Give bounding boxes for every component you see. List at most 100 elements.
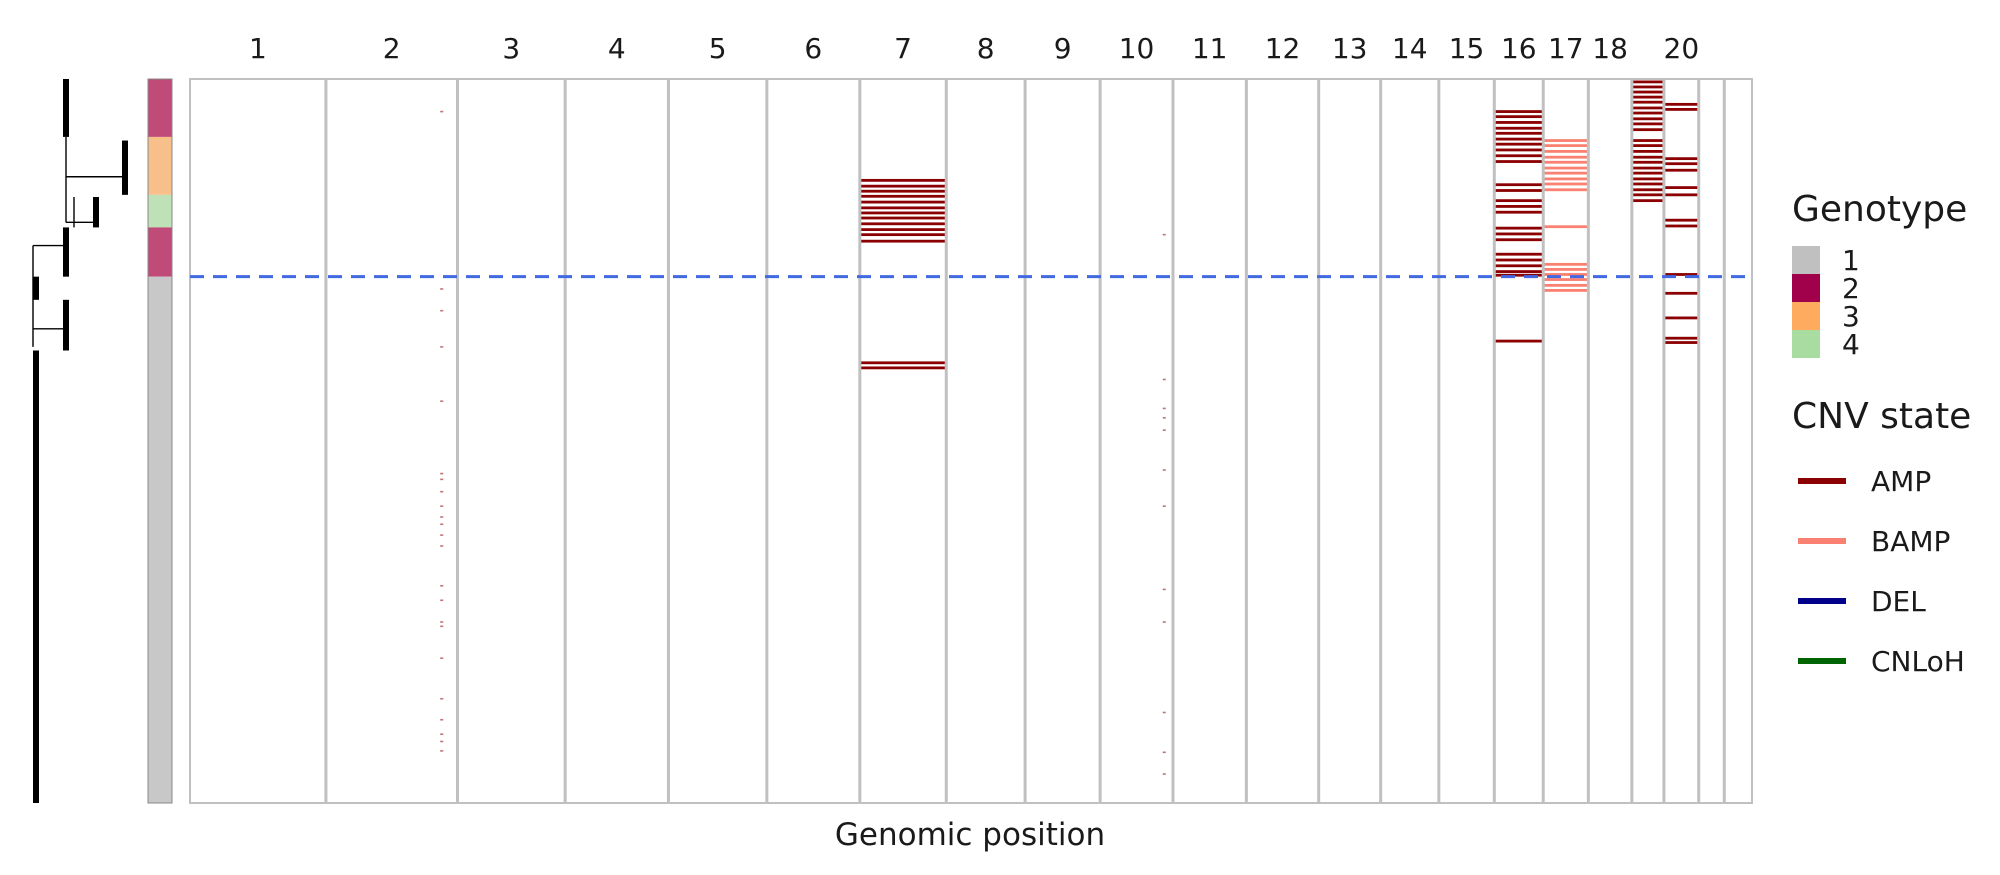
cnv-segment-chr10-amp <box>1162 773 1166 775</box>
cnv-segment-chr19-amp <box>1632 188 1663 192</box>
cnv-segment-chr2-amp <box>440 400 444 402</box>
cnv-segment-chr2-amp <box>440 288 444 290</box>
cnv-segment-chr19-amp <box>1632 150 1663 153</box>
cnv-segment-chr16-amp <box>1495 121 1543 124</box>
cnv-segment-chr7-amp <box>860 366 946 370</box>
cnv-segment-chr19-amp <box>1632 193 1663 197</box>
cnv-segment-chr16-amp <box>1495 258 1543 262</box>
cnv-segment-chr17-bamp <box>1544 171 1588 175</box>
cnv-segment-chr7-amp <box>860 194 946 198</box>
cnv-segment-chr19-amp <box>1632 85 1663 89</box>
cnv-segment-chr2-amp <box>440 625 444 628</box>
legend-swatch-genotype-2 <box>1792 274 1820 302</box>
cnv-segment-chr2-amp <box>440 718 444 721</box>
cnv-segment-chr19-amp <box>1632 155 1663 159</box>
cnv-segment-chr7-amp <box>860 222 946 226</box>
cnv-segment-chr2-amp <box>440 750 444 752</box>
cnv-heatmap-panel <box>189 78 1753 804</box>
cnv-segment-chr17-bamp <box>1544 166 1588 170</box>
cnv-segment-chr2-amp <box>440 505 444 507</box>
cnv-segment-chr20-amp <box>1664 291 1698 295</box>
cnv-segment-chr7-amp <box>860 211 946 215</box>
legend-swatch-genotype-3 <box>1792 302 1820 330</box>
genotype-block-4 <box>148 194 172 228</box>
x-axis-label: Genomic position <box>835 817 1105 853</box>
chromosome-label-15: 15 <box>1449 32 1485 65</box>
cnv-segment-chr20-amp <box>1664 157 1698 161</box>
cnv-segment-chr16-amp <box>1495 126 1543 130</box>
chromosome-label-7: 7 <box>894 32 912 65</box>
cnv-segment-chr20-amp <box>1664 273 1698 276</box>
cnv-segment-chr10-amp <box>1162 429 1166 431</box>
chromosome-label-18: 18 <box>1592 32 1628 65</box>
cnv-segment-chr17-bamp <box>1544 289 1588 292</box>
cnv-segment-chr20-amp <box>1664 108 1698 111</box>
cnv-segment-chr10-amp <box>1162 505 1166 507</box>
cnv-segment-chr19-amp <box>1632 128 1663 132</box>
cnv-segment-chr19-amp <box>1632 117 1663 121</box>
cnv-segment-chr2-amp <box>440 309 444 312</box>
cnv-segment-chr17-bamp <box>1544 268 1588 271</box>
cnv-segment-chr19-amp <box>1632 95 1663 99</box>
cnv-segment-chr10-amp <box>1162 233 1166 236</box>
cnv-segment-chr19-amp <box>1632 122 1663 126</box>
genotype-annotation-track <box>147 78 173 804</box>
genotype-block-2 <box>148 79 172 137</box>
cnv-segment-chr7-amp <box>860 178 946 182</box>
cnv-segment-chr16-amp <box>1495 148 1543 152</box>
cnv-segment-chr20-amp <box>1664 218 1698 222</box>
cnv-segment-chr7-amp <box>860 184 946 188</box>
cnv-segment-chr10-amp <box>1162 711 1166 714</box>
cnv-segment-chr16-amp <box>1495 238 1543 242</box>
genotype-block-2 <box>148 227 172 277</box>
cnv-segment-chr16-amp <box>1495 110 1543 113</box>
cnv-segment-chr20-amp <box>1664 102 1698 106</box>
cnv-segment-chr20-amp <box>1664 336 1698 340</box>
cnv-segment-chr16-amp <box>1495 142 1543 146</box>
cnv-segment-chr10-amp <box>1162 378 1166 381</box>
legend-label-genotype-4: 4 <box>1842 328 1860 361</box>
cnv-segment-chr2-amp <box>440 110 444 113</box>
cnv-segment-chr16-amp <box>1495 160 1543 163</box>
chromosome-label-11: 11 <box>1192 32 1228 65</box>
cnv-segment-chr2-amp <box>440 490 444 493</box>
chromosome-label-12: 12 <box>1265 32 1301 65</box>
legend-label-genotype-3: 3 <box>1842 300 1860 333</box>
legend-swatch-genotype-1 <box>1792 246 1820 274</box>
heatmap-border <box>189 78 1753 804</box>
cnv-segment-chr2-amp <box>440 621 444 623</box>
legend-label-genotype-2: 2 <box>1842 272 1860 305</box>
chromosome-label-3: 3 <box>502 32 520 65</box>
cnv-segment-chr19-amp <box>1632 80 1663 84</box>
heatmap-background <box>190 79 1752 803</box>
chromosome-label-1: 1 <box>249 32 267 65</box>
cnv-segment-chr19-amp <box>1632 111 1663 115</box>
cnv-segment-chr16-amp <box>1495 205 1543 208</box>
cnv-segment-chr19-amp <box>1632 166 1663 170</box>
cnv-segment-chr20-amp <box>1664 168 1698 172</box>
cnv-segment-chr17-bamp <box>1544 177 1588 181</box>
cnv-segment-chr16-amp <box>1495 252 1543 256</box>
chromosome-label-14: 14 <box>1392 32 1428 65</box>
cnv-segment-chr20-amp <box>1664 162 1698 166</box>
cnv-segment-chr2-amp <box>440 599 444 602</box>
cnv-segment-chr19-amp <box>1632 160 1663 164</box>
cnv-segment-chr16-amp <box>1495 189 1543 192</box>
legend-label-bamp: BAMP <box>1871 525 1950 558</box>
cnv-segment-chr17-bamp <box>1544 262 1588 266</box>
cnv-segment-chr7-amp <box>860 200 946 204</box>
tree-leaf-clone-c <box>93 197 99 228</box>
cnv-segment-chr2-amp <box>440 585 444 587</box>
cnv-segment-chr19-amp <box>1632 106 1663 110</box>
cnv-segment-chr19-amp <box>1632 144 1663 148</box>
cnv-segment-chr17-bamp <box>1544 225 1588 229</box>
legend-label-cnloh: CNLoH <box>1871 645 1965 678</box>
chromosome-label-13: 13 <box>1332 32 1368 65</box>
cnv-segment-chr2-amp <box>440 657 444 659</box>
cnv-segment-chr2-amp <box>440 472 444 475</box>
cnv-segment-chr2-amp <box>440 697 444 700</box>
cnv-segment-chr7-amp <box>860 361 946 365</box>
cnv-segment-chr16-amp <box>1495 226 1543 230</box>
legend-label-amp: AMP <box>1871 465 1931 498</box>
legend-title-cnv-state: CNV state <box>1792 396 1971 437</box>
